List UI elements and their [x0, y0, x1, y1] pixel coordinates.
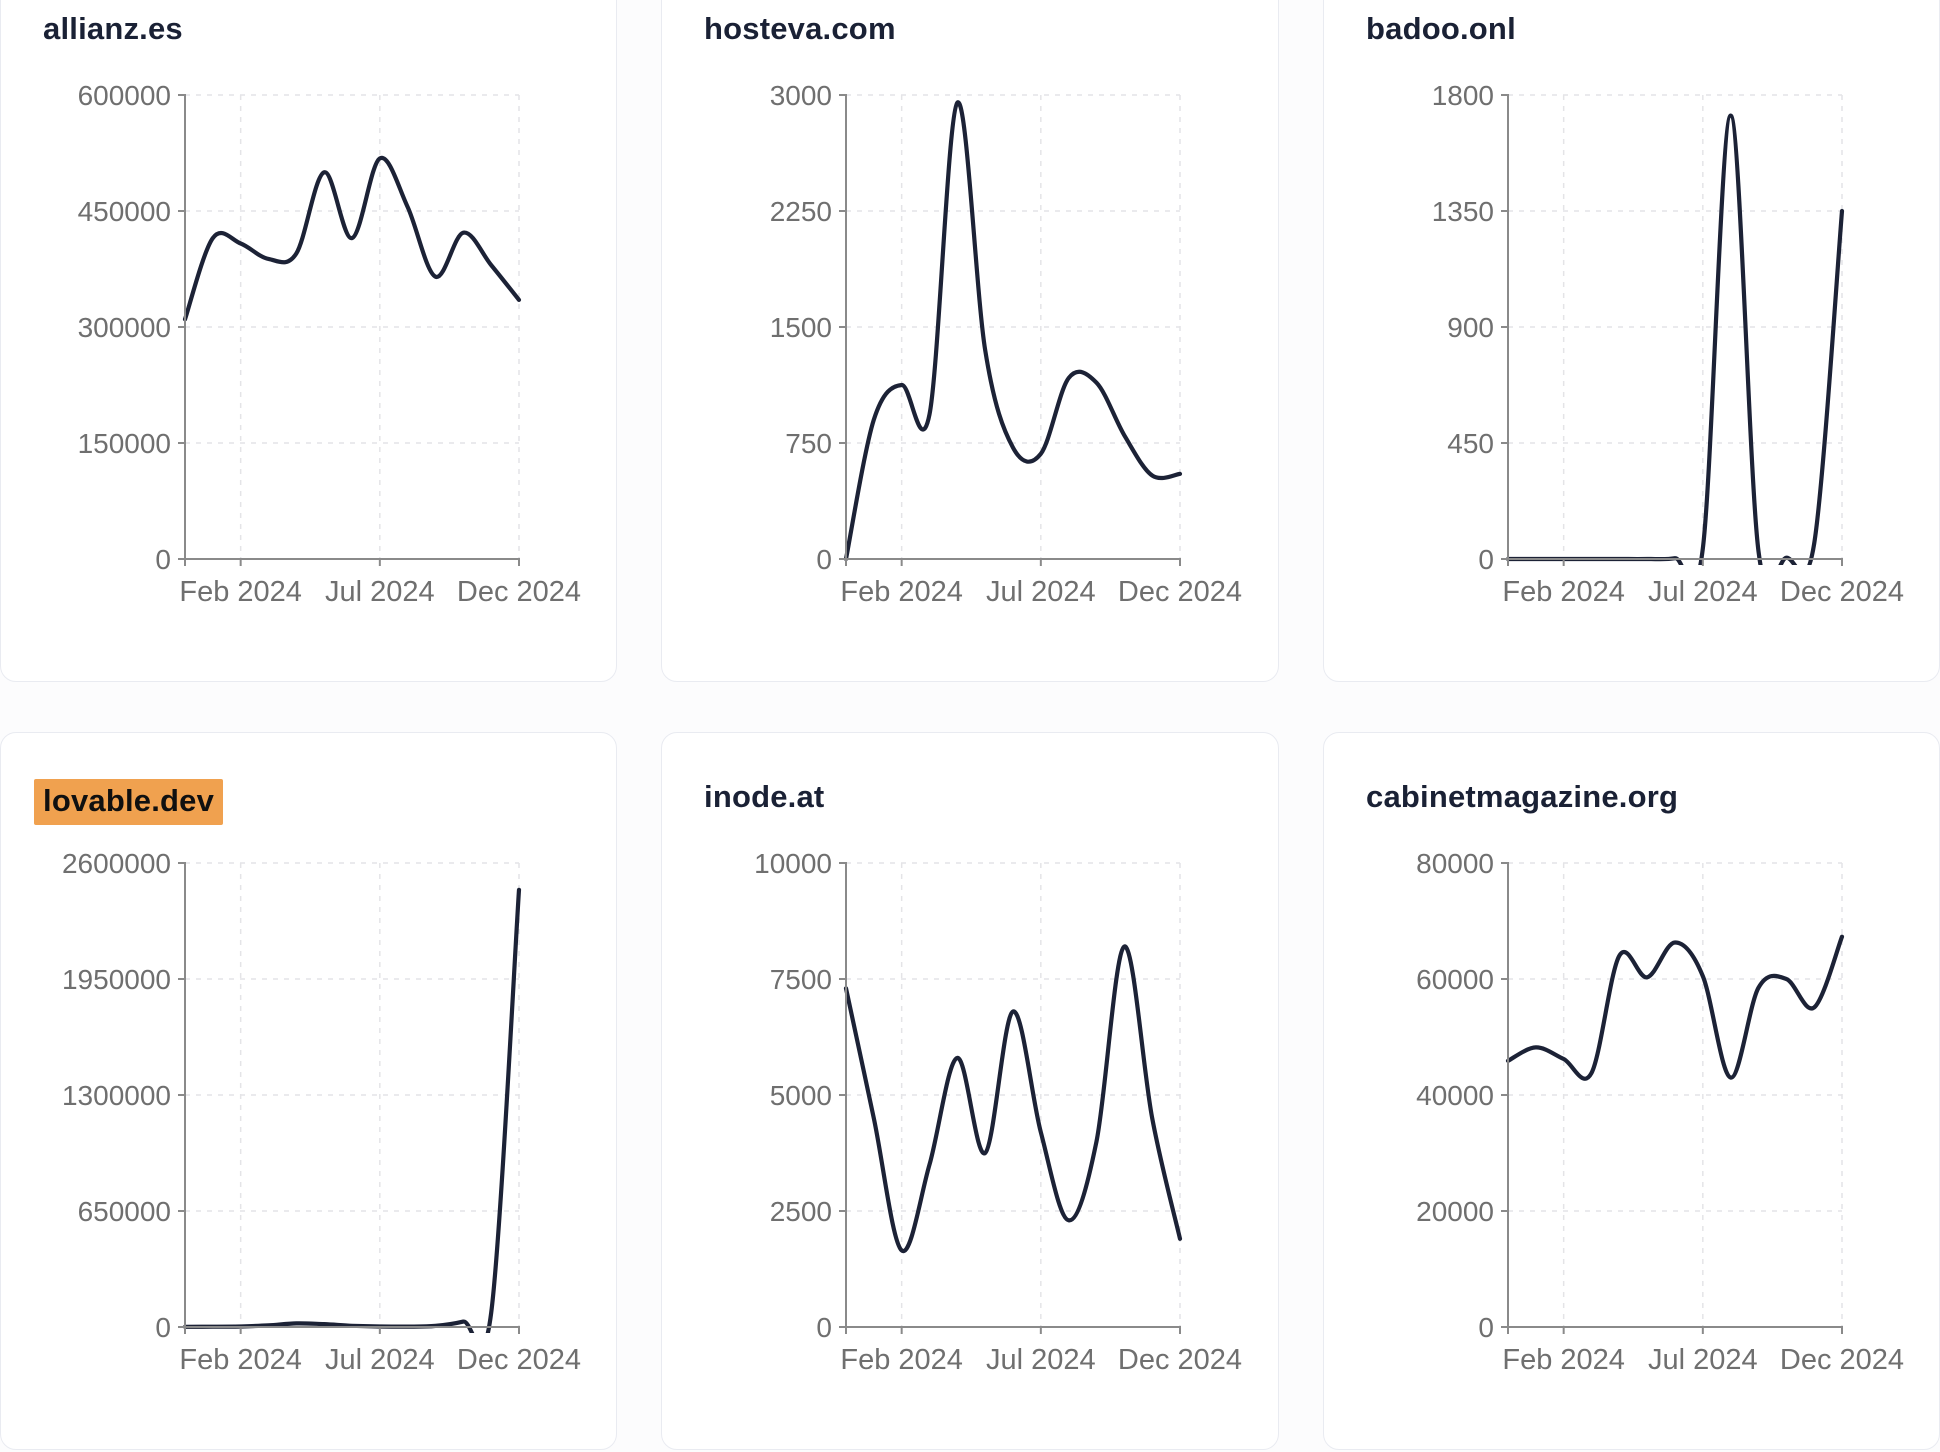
y-tick-label: 3000: [770, 80, 832, 111]
x-tick-label: Jul 2024: [1648, 1344, 1758, 1376]
domain-title-text: inode.at: [704, 779, 825, 814]
y-tick-label: 150000: [78, 428, 171, 459]
x-tick-label: Feb 2024: [179, 1344, 302, 1376]
line-chart-badoo: 0 450 900 1350 1800 Feb 2024 Jul 2024 Dec 2024: [1324, 0, 1939, 681]
domain-title: hosteva.com: [704, 11, 896, 47]
y-tick-label: 0: [155, 1312, 171, 1343]
y-tick-label: 2600000: [62, 848, 171, 879]
domain-title: inode.at: [704, 779, 824, 815]
y-tick-label: 1800: [1432, 80, 1494, 111]
y-tick-label: 40000: [1416, 1080, 1494, 1111]
x-tick-label: Dec 2024: [1780, 576, 1904, 608]
y-tick-label: 450000: [78, 196, 171, 227]
trend-line: [843, 100, 1183, 562]
domain-card-hosteva: hosteva.com 0 750 1500 2250 3000 Feb 2024 Jul …: [661, 0, 1279, 682]
y-tick-label: 0: [1478, 1312, 1494, 1343]
y-tick-label: 7500: [770, 964, 832, 995]
x-tick-label: Dec 2024: [457, 1344, 581, 1376]
domain-title-text: allianz.es: [43, 11, 183, 46]
y-tick-label: 300000: [78, 312, 171, 343]
x-tick-label: Jul 2024: [986, 1344, 1096, 1376]
x-tick-label: Dec 2024: [1118, 1344, 1242, 1376]
trend-line: [1505, 113, 1845, 565]
x-tick-label: Dec 2024: [1780, 1344, 1904, 1376]
x-tick-label: Feb 2024: [1502, 1344, 1625, 1376]
y-tick-label: 1950000: [62, 964, 171, 995]
y-tick-label: 80000: [1416, 848, 1494, 879]
x-tick-label: Feb 2024: [1502, 576, 1625, 608]
y-tick-label: 60000: [1416, 964, 1494, 995]
domain-title: badoo.onl: [1366, 11, 1516, 47]
x-tick-label: Jul 2024: [325, 576, 435, 608]
y-tick-label: 450: [1447, 428, 1494, 459]
domain-card-cabinetmagazine: cabinetmagazine.org 0 20000 40000 60000 8000…: [1323, 732, 1940, 1450]
y-tick-label: 2500: [770, 1196, 832, 1227]
domain-title-text: cabinetmagazine.org: [1366, 779, 1679, 814]
x-tick-label: Dec 2024: [1118, 576, 1242, 608]
domain-title-text-highlighted: lovable.dev: [34, 779, 224, 825]
y-tick-label: 1300000: [62, 1080, 171, 1111]
domain-title: cabinetmagazine.org: [1366, 779, 1678, 815]
y-tick-label: 650000: [78, 1196, 171, 1227]
y-tick-label: 1500: [770, 312, 832, 343]
x-tick-label: Dec 2024: [457, 576, 581, 608]
y-tick-label: 600000: [78, 80, 171, 111]
domain-title-text: hosteva.com: [704, 11, 896, 46]
domain-title: lovable.dev: [34, 779, 224, 825]
line-chart-inode: 0 2500 5000 7500 10000 Feb 2024 Jul 2024 Dec 20…: [662, 733, 1278, 1449]
domain-card-inode: inode.at 0 2500 5000 7500 10000 Feb 2024 Jul 2…: [661, 732, 1279, 1450]
x-tick-label: Feb 2024: [840, 576, 963, 608]
y-tick-label: 5000: [770, 1080, 832, 1111]
trend-line: [182, 887, 522, 1333]
trend-line: [1505, 934, 1845, 1081]
x-tick-label: Feb 2024: [179, 576, 302, 608]
x-tick-label: Jul 2024: [986, 576, 1096, 608]
domain-card-badoo: badoo.onl 0 450 900 1350 1800 Feb 2024 Jul 202…: [1323, 0, 1940, 682]
line-chart-hosteva: 0 750 1500 2250 3000 Feb 2024 Jul 2024 Dec 2024: [662, 0, 1278, 681]
y-tick-label: 10000: [754, 848, 832, 879]
x-tick-label: Jul 2024: [1648, 576, 1758, 608]
x-tick-label: Jul 2024: [325, 1344, 435, 1376]
y-tick-label: 1350: [1432, 196, 1494, 227]
domain-card-allianz: allianz.es 0 150000 300000 450000 600000 Feb …: [0, 0, 617, 682]
line-chart-allianz: 0 150000 300000 450000 600000 Feb 2024 Jul 202…: [1, 0, 616, 681]
domain-card-lovable: lovable.dev 0 650000 1300000 1950000 2600000…: [0, 732, 617, 1450]
y-tick-label: 0: [1478, 544, 1494, 575]
trend-line: [182, 155, 522, 322]
y-tick-label: 900: [1447, 312, 1494, 343]
y-tick-label: 0: [816, 1312, 832, 1343]
y-tick-label: 20000: [1416, 1196, 1494, 1227]
line-chart-lovable: 0 650000 1300000 1950000 2600000 Feb 2024 Jul …: [1, 733, 616, 1449]
trend-line: [843, 944, 1183, 1253]
x-tick-label: Feb 2024: [840, 1344, 963, 1376]
y-tick-label: 0: [816, 544, 832, 575]
domain-title-text: badoo.onl: [1366, 11, 1516, 46]
line-chart-cabinetmagazine: 0 20000 40000 60000 80000 Feb 2024 Jul 2024 Dec…: [1324, 733, 1939, 1449]
y-tick-label: 0: [155, 544, 171, 575]
y-tick-label: 750: [785, 428, 832, 459]
domain-title: allianz.es: [43, 11, 183, 47]
y-tick-label: 2250: [770, 196, 832, 227]
